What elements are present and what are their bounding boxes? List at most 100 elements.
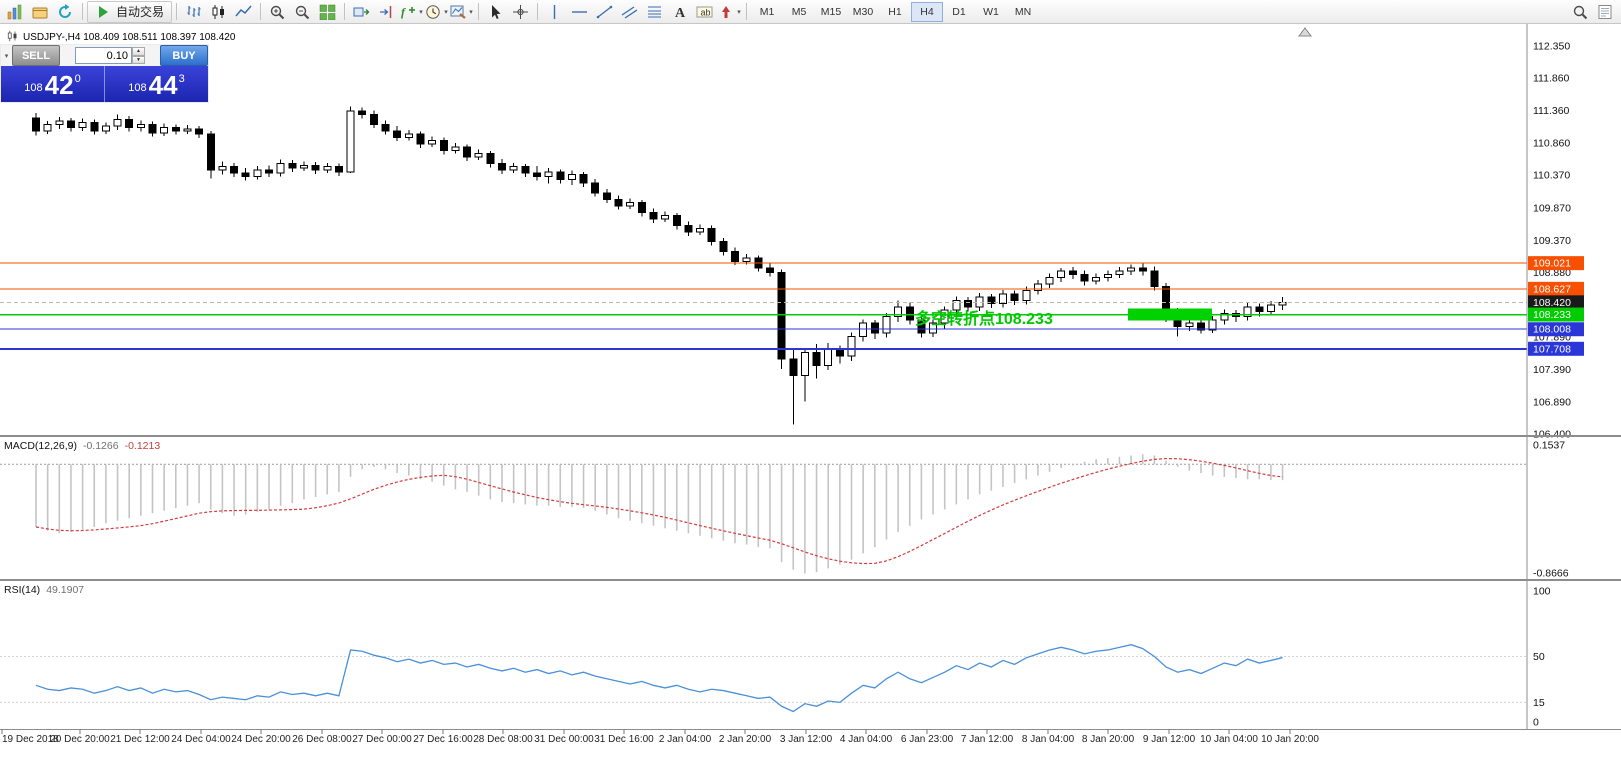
text-label-button[interactable]: ab	[692, 1, 717, 23]
candle-body	[882, 316, 891, 334]
new-chart-button[interactable]	[3, 1, 28, 23]
zoom-out-button[interactable]	[290, 1, 315, 23]
indicators-button[interactable]: f ▾	[399, 1, 424, 23]
dropdown-arrow-icon[interactable]: ▾	[737, 8, 741, 16]
candle-body	[789, 358, 798, 376]
candle-body	[498, 162, 506, 171]
candle-body	[451, 146, 460, 151]
zoom-in-button[interactable]	[265, 1, 290, 23]
lot-size-input[interactable]	[75, 47, 132, 64]
candle-body	[998, 293, 1007, 305]
line-chart-button[interactable]	[231, 1, 256, 23]
candle-body	[1068, 270, 1077, 275]
time-axis[interactable]: 19 Dec 2018 20 Dec 20:00 21 Dec 12:00 24 De…	[0, 730, 1621, 750]
dropdown-arrow-icon[interactable]: ▾	[419, 8, 423, 16]
sell-button[interactable]: SELL	[12, 45, 60, 66]
channel-button[interactable]	[617, 1, 642, 23]
vertical-line-button[interactable]	[542, 1, 567, 23]
pivot-annotation[interactable]: 多空转折点108.233	[915, 310, 1053, 328]
profiles-button[interactable]	[28, 1, 53, 23]
candlestick-chart-button[interactable]	[206, 1, 231, 23]
chart-shift-button[interactable]	[374, 1, 399, 23]
price-badge-text: 107.708	[1533, 343, 1571, 355]
timeframe-m15[interactable]: M15	[820, 5, 842, 18]
rsi-panel[interactable]	[0, 644, 1527, 713]
lot-increase-button[interactable]: ▲	[132, 47, 145, 56]
candle-body	[183, 128, 192, 132]
time-axis-label: 2 Jan 04:00	[658, 734, 712, 745]
buy-button[interactable]: BUY	[160, 45, 208, 66]
bid-price[interactable]: 108 42 0	[1, 66, 104, 102]
autotrading-button[interactable]: 自动交易	[87, 0, 173, 23]
lot-decrease-button[interactable]: ▼	[132, 55, 145, 64]
price-badge-108.420	[1528, 295, 1584, 310]
rsi-axis-label: 15	[1533, 697, 1545, 709]
timeframe-mn[interactable]: MN	[1014, 5, 1032, 18]
timeframe-d1[interactable]: D1	[952, 5, 966, 18]
journal-button[interactable]	[1593, 1, 1618, 23]
candle-body	[334, 166, 343, 173]
timeframe-m1[interactable]: M1	[759, 5, 775, 18]
candle-body	[614, 198, 623, 207]
toolbar-separator	[344, 3, 346, 20]
svg-text:f: f	[401, 5, 406, 19]
panel-separator[interactable]	[0, 435, 1621, 437]
arrows-button[interactable]: ▾	[717, 1, 742, 23]
periods-button[interactable]: ▾	[424, 1, 449, 23]
price-axis[interactable]: 112.350 111.860 111.360 110.860 110.370 109.8…	[1526, 24, 1584, 729]
candle-body	[1115, 270, 1124, 275]
candle-body	[265, 169, 273, 174]
crosshair-button[interactable]	[508, 1, 533, 23]
search-button[interactable]	[1568, 1, 1593, 23]
candle-body	[894, 306, 903, 318]
trendline-button[interactable]	[592, 1, 617, 23]
timeframe-h4[interactable]: H4	[911, 1, 944, 22]
time-axis-label: 27 Dec 16:00	[413, 734, 473, 745]
timeframe-m5[interactable]: M5	[791, 5, 807, 18]
price-badge-text: 108.420	[1533, 297, 1571, 309]
dropdown-arrow-icon[interactable]: ▾	[469, 8, 473, 16]
candle-body	[241, 172, 250, 177]
candle-body	[626, 202, 635, 207]
candle-body	[707, 228, 716, 243]
candle-body	[777, 271, 786, 360]
candle-body	[1092, 277, 1101, 282]
timeframe-w1[interactable]: W1	[983, 5, 999, 18]
chart-plot[interactable]: 112.350 111.860 111.360 110.860 110.370 109.8…	[0, 24, 1621, 771]
price-axis-label: 106.400	[1533, 429, 1571, 441]
macd-indicator-label: MACD(12,26,9) -0.1266 -0.1213	[4, 440, 160, 452]
price-badge-108.008	[1528, 322, 1584, 337]
candle-body	[1022, 290, 1031, 301]
timeframe-h1[interactable]: H1	[888, 5, 902, 18]
panel-separator[interactable]	[0, 579, 1621, 581]
time-axis-label: 2 Jan 20:00	[718, 734, 772, 745]
panel-collapse-arrow[interactable]: ▾	[4, 52, 9, 60]
refresh-button[interactable]	[53, 1, 78, 23]
ask-price[interactable]: 108 44 3	[105, 66, 208, 102]
time-axis-label: 3 Jan 12:00	[779, 734, 833, 745]
cursor-button[interactable]	[483, 1, 508, 23]
candle-body	[113, 119, 122, 127]
chart-area[interactable]: 112.350 111.860 111.360 110.860 110.370 109.8…	[0, 24, 1621, 771]
bar-chart-button[interactable]	[181, 1, 206, 23]
horizontal-line-button[interactable]	[567, 1, 592, 23]
price-badge-text: 108.008	[1533, 324, 1571, 336]
timeframe-m30[interactable]: M30	[852, 5, 874, 18]
highlight-bar[interactable]	[1128, 308, 1212, 321]
templates-button[interactable]: ▾	[449, 1, 474, 23]
macd-panel[interactable]	[0, 454, 1527, 574]
candle-body	[521, 166, 530, 174]
text-button[interactable]: A	[667, 1, 692, 23]
candle-body	[544, 171, 553, 177]
rsi-line	[35, 644, 1283, 713]
main-price-panel[interactable]	[0, 27, 1527, 425]
time-axis-label: 21 Dec 12:00	[110, 734, 170, 745]
tile-windows-button[interactable]	[315, 1, 340, 23]
macd-axis-label: -0.8666	[1533, 567, 1569, 579]
candle-body	[1208, 319, 1217, 331]
price-axis-label: 111.860	[1533, 72, 1570, 84]
price-divider	[104, 66, 105, 102]
autoscroll-button[interactable]	[349, 1, 374, 23]
fibonacci-button[interactable]	[642, 1, 667, 23]
dropdown-arrow-icon[interactable]: ▾	[444, 8, 448, 16]
